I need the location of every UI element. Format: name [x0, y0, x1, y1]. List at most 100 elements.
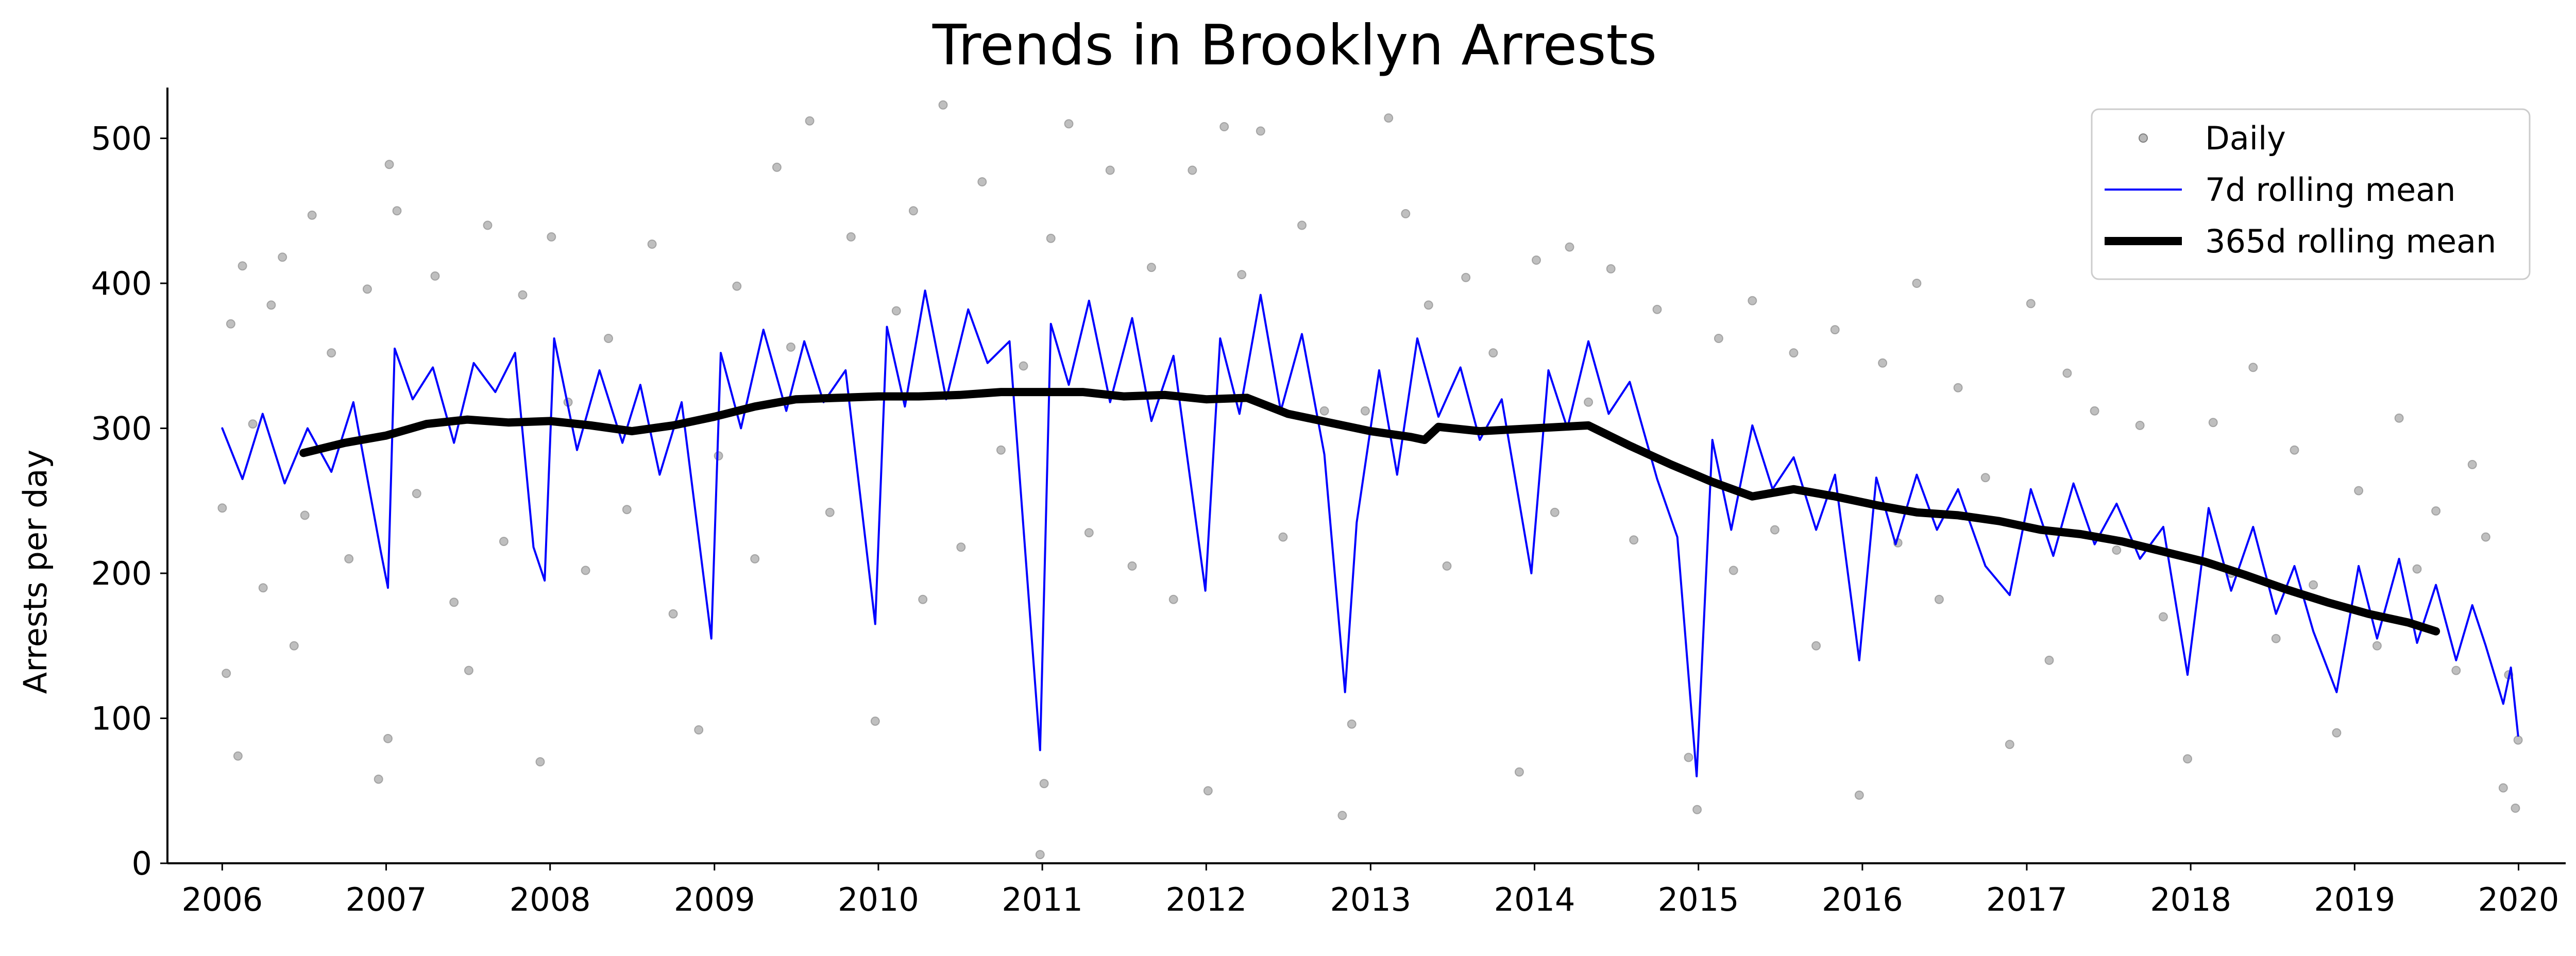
daily-point [1854, 790, 1864, 800]
daily-point [1652, 304, 1662, 314]
y-axis-label: Arrests per day [16, 450, 54, 694]
daily-point [1256, 126, 1265, 136]
daily-point [1360, 406, 1370, 416]
daily-point [1146, 263, 1156, 272]
x-tick-label: 2009 [674, 881, 755, 918]
daily-point [2309, 580, 2318, 590]
ticks-layer: 2006 2007 2008 2009 2010 2011 2012 2013 2014 2015… [91, 120, 2560, 918]
daily-point [464, 665, 473, 675]
daily-point [258, 583, 268, 593]
daily-point [1064, 119, 1074, 129]
daily-point [2332, 728, 2342, 738]
daily-point [1401, 209, 1411, 218]
daily-point [2290, 445, 2299, 455]
daily-point [581, 566, 590, 575]
daily-point [2354, 486, 2364, 496]
daily-point [248, 419, 258, 429]
y-tick-label: 400 [91, 265, 152, 302]
daily-point [384, 160, 394, 169]
daily-point [668, 609, 678, 619]
daily-point [870, 716, 880, 726]
x-tick-label: 2010 [838, 881, 919, 918]
daily-point [362, 284, 372, 294]
daily-point [1105, 165, 1115, 175]
x-tick-label: 2014 [1494, 881, 1575, 918]
daily-point [499, 537, 509, 547]
daily-point [2044, 655, 2054, 665]
daily-point [1811, 641, 1821, 651]
rolling-7d-line [221, 289, 2519, 778]
daily-point [1692, 805, 1702, 814]
daily-point [604, 334, 613, 343]
daily-point [2158, 612, 2168, 622]
axes [166, 88, 2566, 864]
legend-label-365d: 365d rolling mean [2205, 223, 2496, 260]
legend-label-daily: Daily [2205, 120, 2286, 157]
y-tick-label: 200 [91, 555, 152, 592]
x-tick-label: 2012 [1165, 881, 1247, 918]
daily-point [1514, 767, 1524, 777]
x-tick-label: 2011 [1002, 881, 1083, 918]
legend-box [2091, 108, 2531, 280]
daily-point [2062, 368, 2072, 378]
daily-point [1423, 300, 1433, 310]
daily-point [535, 757, 545, 766]
x-tick-label: 2015 [1658, 881, 1739, 918]
daily-point [2090, 406, 2099, 416]
daily-point [1714, 334, 1723, 343]
daily-point [2394, 413, 2404, 423]
daily-point [278, 252, 287, 262]
daily-point [908, 206, 918, 216]
daily-point [1878, 358, 1888, 368]
daily-point [2248, 363, 2258, 372]
daily-point [2135, 420, 2145, 430]
daily-point [2481, 532, 2490, 542]
daily-point [1748, 296, 1757, 305]
x-tick-label: 2016 [1822, 881, 1903, 918]
daily-point [238, 261, 247, 271]
daily-point [694, 725, 704, 735]
daily-point [1789, 348, 1799, 358]
daily-point [846, 232, 856, 242]
daily-point [2513, 735, 2523, 745]
daily-point [772, 162, 782, 172]
daily-point [1934, 594, 1944, 604]
daily-point [1039, 779, 1049, 789]
daily-point [1019, 361, 1028, 371]
daily-point [2511, 804, 2520, 813]
daily-point [1684, 753, 1693, 762]
daily-point [1219, 122, 1229, 131]
y-tick-label: 500 [91, 120, 152, 158]
daily-point [2431, 506, 2441, 516]
daily-point [2208, 418, 2218, 428]
y-tick-label: 0 [132, 845, 152, 882]
daily-point [483, 220, 493, 230]
daily-point [327, 348, 336, 358]
daily-point [918, 594, 928, 604]
legend-label-7d: 7d rolling mean [2205, 171, 2455, 209]
daily-point [1347, 719, 1357, 729]
daily-point [344, 554, 354, 564]
daily-point [1770, 525, 1780, 535]
daily-point [891, 306, 901, 316]
daily-point [1035, 850, 1045, 860]
daily-point [1442, 561, 1452, 571]
x-tick-label: 2006 [181, 881, 263, 918]
daily-point [1606, 264, 1616, 274]
daily-point [805, 116, 815, 126]
x-tick-label: 2020 [2478, 881, 2560, 918]
daily-point [786, 342, 795, 352]
daily-point [226, 319, 235, 329]
daily-point [938, 100, 948, 110]
daily-series [217, 100, 2523, 860]
x-tick-label: 2013 [1330, 881, 1411, 918]
daily-point [1980, 473, 1990, 483]
daily-point [1237, 270, 1247, 280]
daily-point [1728, 566, 1738, 575]
daily-point [714, 451, 723, 460]
daily-point [392, 206, 402, 216]
daily-point [2112, 545, 2122, 555]
daily-point [547, 232, 556, 242]
daily-point [1203, 786, 1213, 796]
daily-point [412, 489, 421, 499]
